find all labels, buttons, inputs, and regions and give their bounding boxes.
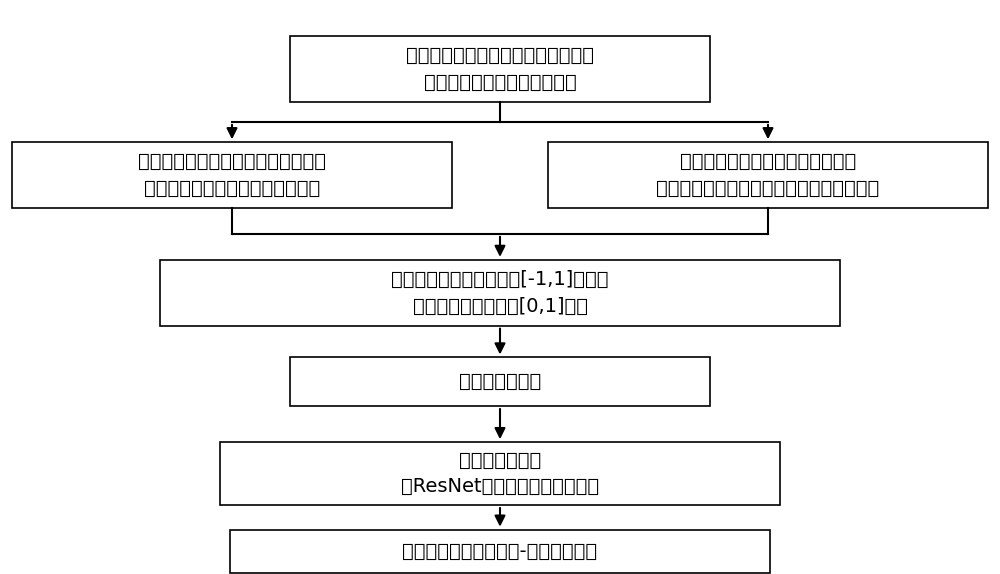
Text: 将地震振幅数据归一化到[-1,1]区间，
将砂体厚度归一化到[0,1]区间: 将地震振幅数据归一化到[-1,1]区间， 将砂体厚度归一化到[0,1]区间	[391, 270, 609, 316]
FancyBboxPatch shape	[548, 142, 988, 208]
Text: 从每个已知井的井旁道地震数据中
提取每个已知井目的层段处的地震振幅数据: 从每个已知井的井旁道地震数据中 提取每个已知井目的层段处的地震振幅数据	[656, 152, 880, 198]
FancyBboxPatch shape	[290, 36, 710, 102]
Text: 得到训练样本集: 得到训练样本集	[459, 372, 541, 391]
FancyBboxPatch shape	[290, 357, 710, 406]
Text: 利用训练样本集
对ResNet残差网络模型进行训练: 利用训练样本集 对ResNet残差网络模型进行训练	[401, 451, 599, 497]
FancyBboxPatch shape	[160, 259, 840, 326]
FancyBboxPatch shape	[230, 529, 770, 573]
Text: 得到预先训练好的振幅-砂体厚度模型: 得到预先训练好的振幅-砂体厚度模型	[402, 541, 598, 561]
Text: 利用每个已知井的测井数据计算得到
每个已知井目的层段处的砂体厚度: 利用每个已知井的测井数据计算得到 每个已知井目的层段处的砂体厚度	[138, 152, 326, 198]
Text: 获取钻遇工区目的层段的多个已知井
的测井数据和井旁道地震数据: 获取钻遇工区目的层段的多个已知井 的测井数据和井旁道地震数据	[406, 46, 594, 92]
FancyBboxPatch shape	[12, 142, 452, 208]
FancyBboxPatch shape	[220, 442, 780, 505]
